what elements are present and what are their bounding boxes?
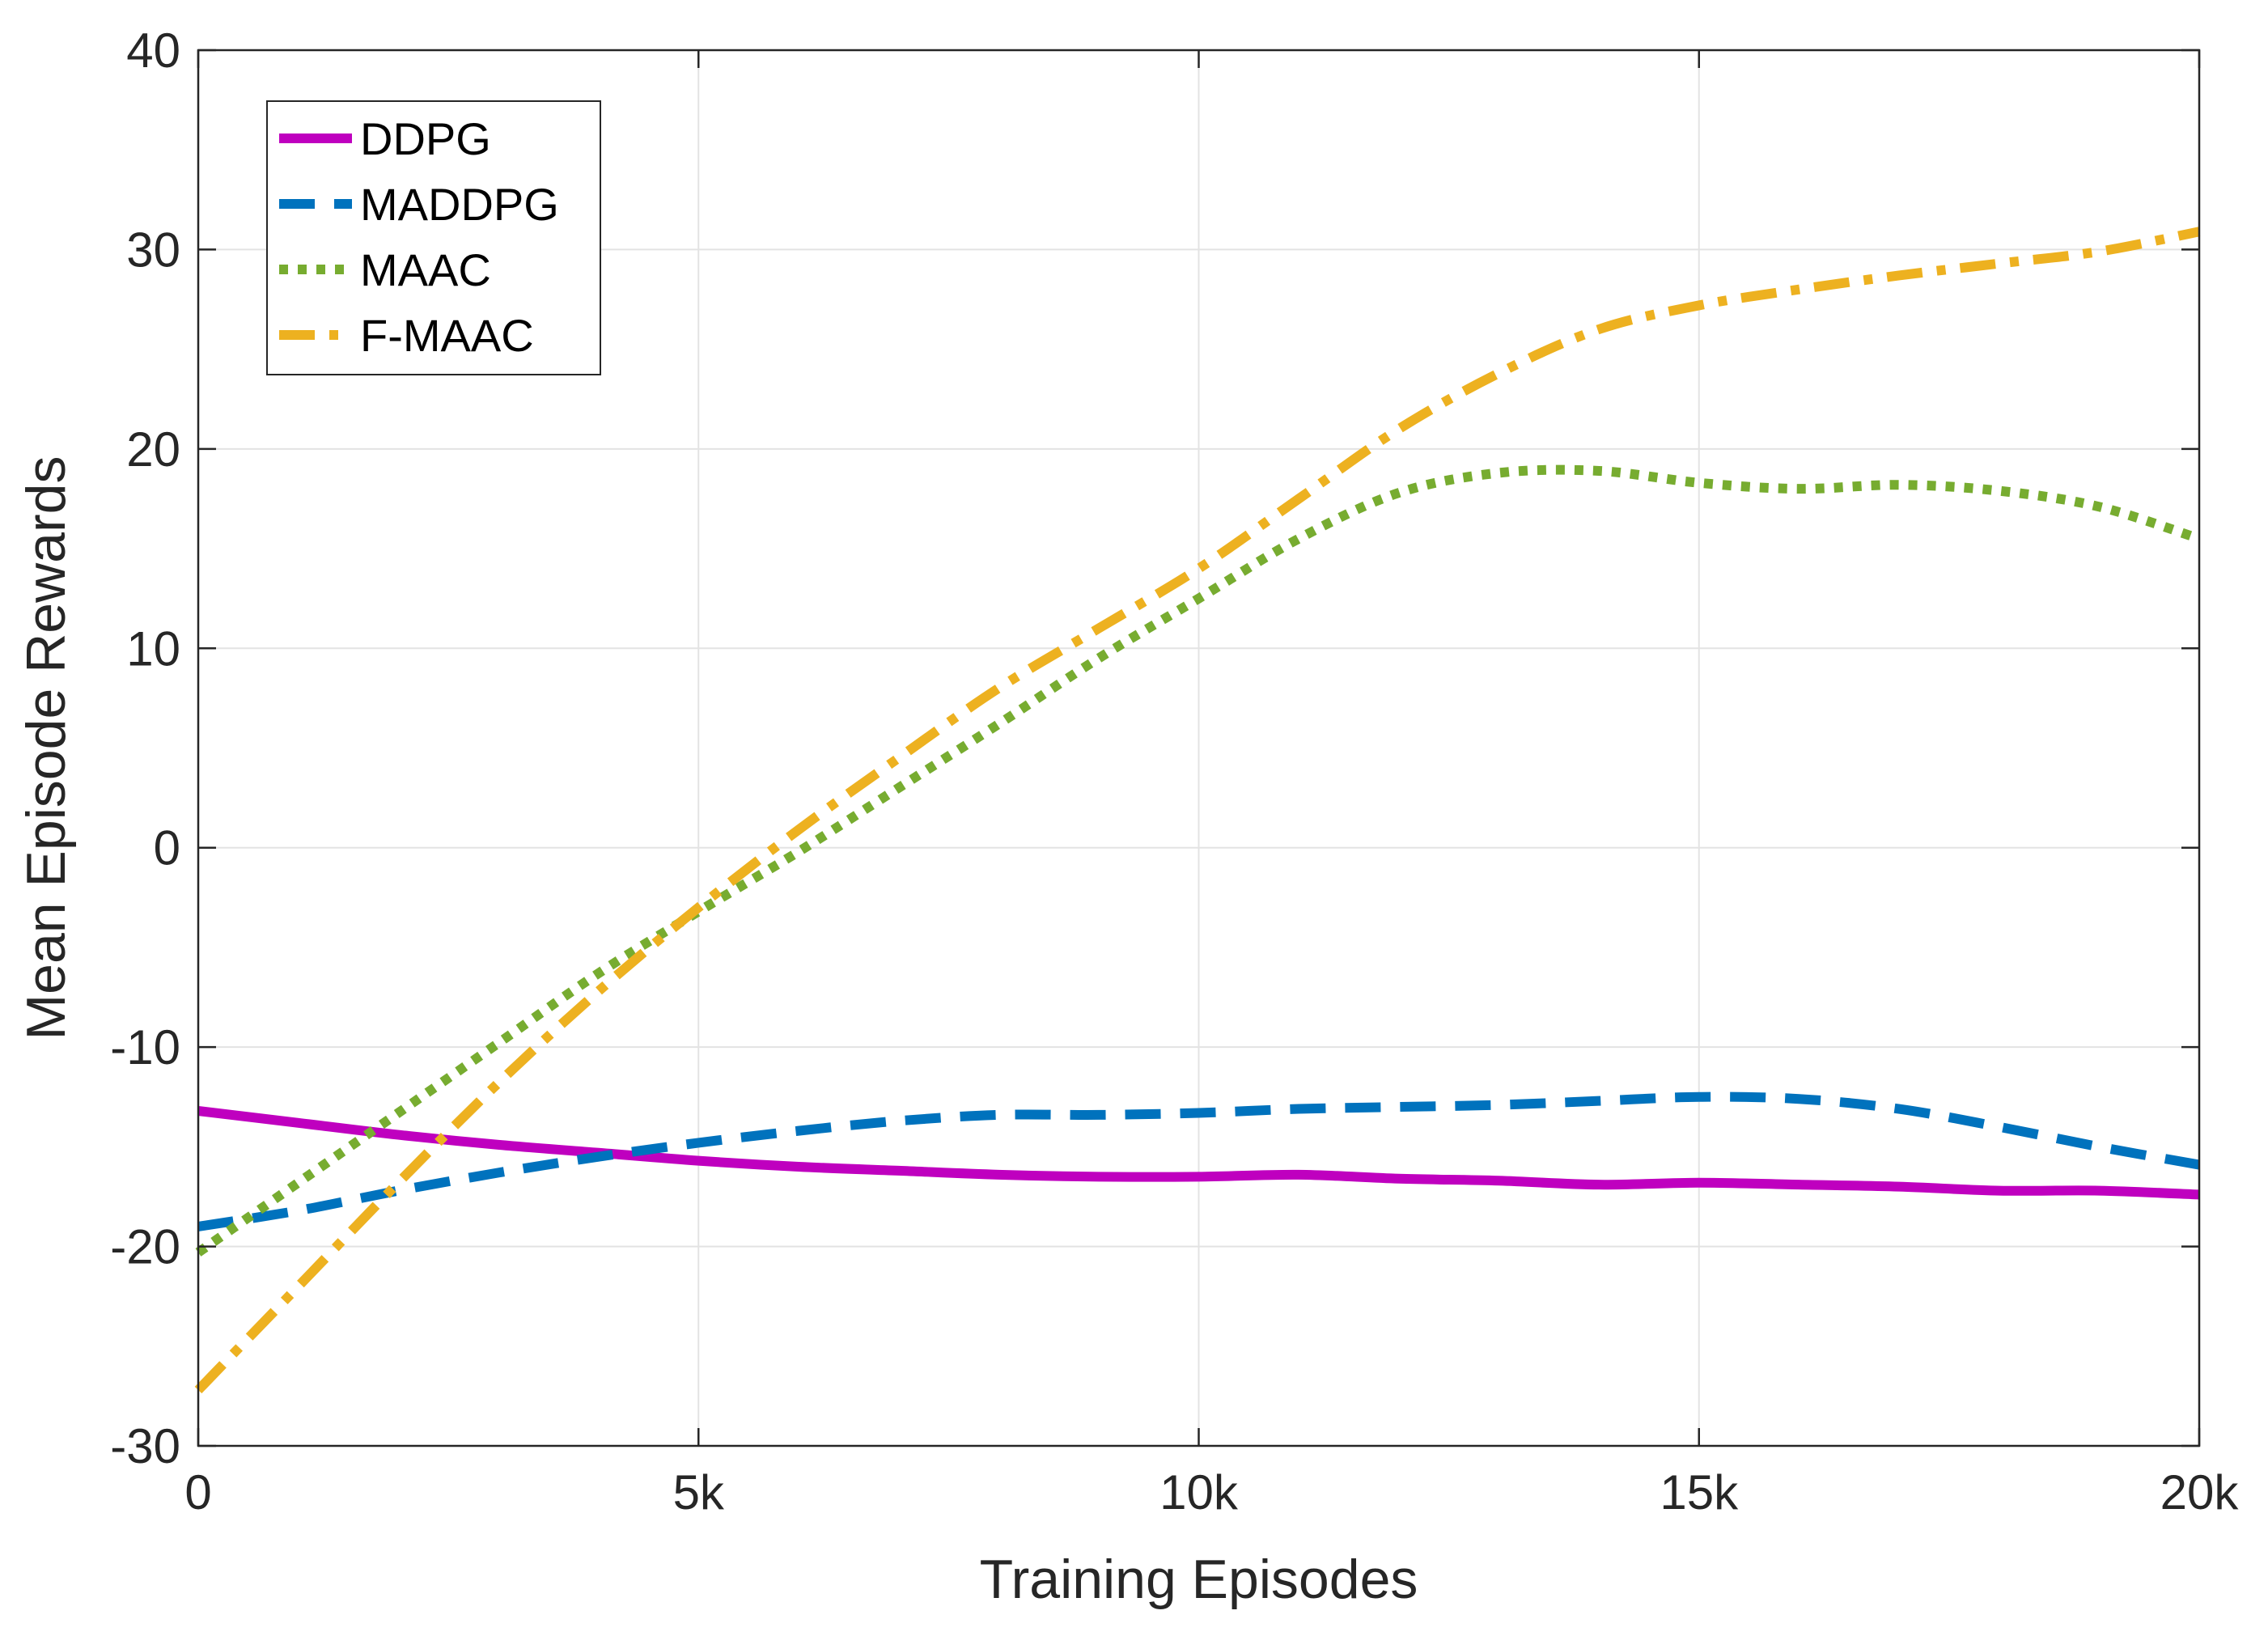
series-line-f-maac bbox=[194, 227, 2201, 1394]
legend: DDPG MADDPG MAAC F-MAAC bbox=[266, 100, 601, 375]
y-tick-label: 10 bbox=[126, 621, 180, 676]
y-tick-label: -10 bbox=[110, 1020, 180, 1074]
y-tick-label: 40 bbox=[126, 23, 180, 78]
series-line-ddpg bbox=[197, 1106, 2200, 1200]
legend-label-maac: MAAC bbox=[360, 244, 491, 295]
x-tick-label: 20k bbox=[2160, 1465, 2240, 1519]
series-line-maddpg bbox=[197, 1091, 2201, 1231]
y-tick-label: 30 bbox=[126, 223, 180, 277]
y-axis-label: Mean Episode Rewards bbox=[15, 456, 77, 1041]
legend-box bbox=[266, 100, 601, 375]
axis-ticks: 0 5k 10k 15k 20k -30 -20 -10 0 10 20 30 40 bbox=[110, 23, 2239, 1519]
legend-label-ddpg: DDPG bbox=[360, 113, 491, 164]
x-axis-label: Training Episodes bbox=[980, 1549, 1418, 1610]
y-tick-label: 0 bbox=[154, 821, 180, 875]
series-line-maac bbox=[195, 464, 2201, 1257]
y-tick-label: -20 bbox=[110, 1220, 180, 1274]
legend-label-f-maac: F-MAAC bbox=[360, 310, 534, 361]
x-tick-label: 15k bbox=[1660, 1465, 1739, 1519]
legend-label-maddpg: MADDPG bbox=[360, 179, 559, 230]
y-tick-label: -30 bbox=[110, 1419, 180, 1473]
series-lines bbox=[194, 227, 2201, 1394]
x-tick-label: 0 bbox=[184, 1465, 211, 1519]
x-tick-label: 10k bbox=[1159, 1465, 1239, 1519]
y-tick-label: 20 bbox=[126, 422, 180, 477]
x-tick-label: 5k bbox=[673, 1465, 725, 1519]
